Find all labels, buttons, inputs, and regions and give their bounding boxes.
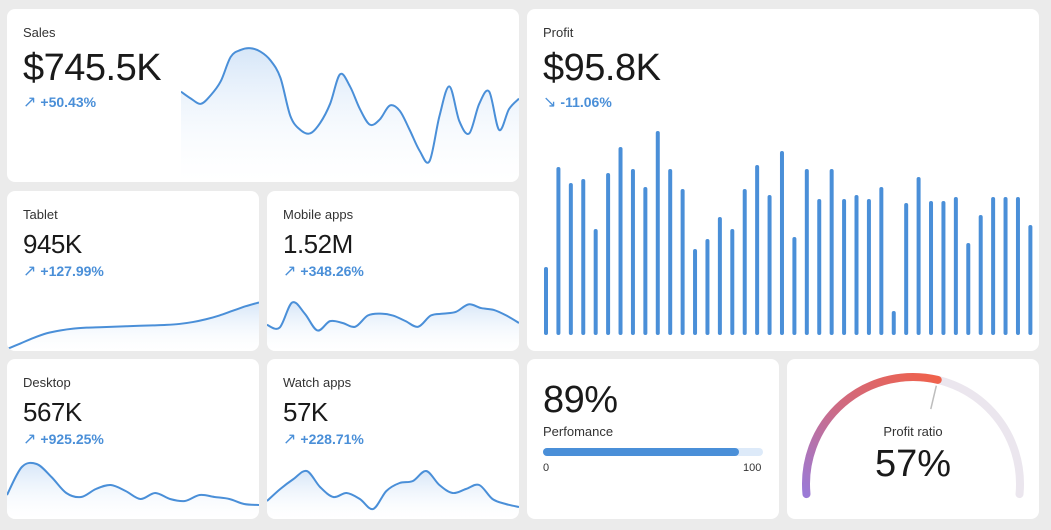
profit-ratio-label: Profit ratio xyxy=(883,424,943,439)
watch-apps-card[interactable]: Watch apps 57K ↗ +228.71% xyxy=(267,359,519,519)
performance-value: 89% xyxy=(543,379,618,421)
trend-down-icon: ↘ xyxy=(543,94,557,111)
performance-card[interactable]: 89% Perfomance 0 100 xyxy=(527,359,779,519)
gauge-fill xyxy=(802,373,942,499)
desktop-title: Desktop xyxy=(23,375,71,390)
profit-card[interactable]: Profit $95.8K ↘ -11.06% xyxy=(527,9,1039,351)
sales-title: Sales xyxy=(23,25,56,40)
desktop-card[interactable]: Desktop 567K ↗ +925.25% xyxy=(7,359,259,519)
series-line xyxy=(267,301,519,332)
performance-progress-bar xyxy=(543,448,763,456)
tablet-card[interactable]: Tablet 945K ↗ +127.99% xyxy=(7,191,259,351)
profit-change: ↘ -11.06% xyxy=(543,94,612,111)
desktop-change: ↗ +925.25% xyxy=(23,431,104,448)
trend-up-icon: ↗ xyxy=(23,431,37,448)
profit-ratio-card[interactable]: Profit ratio 57% xyxy=(787,359,1039,519)
profit-title: Profit xyxy=(543,25,574,40)
profit-value: $95.8K xyxy=(543,47,661,89)
series-line xyxy=(7,301,259,351)
mobile-apps-card[interactable]: Mobile apps 1.52M ↗ +348.26% xyxy=(267,191,519,351)
desktop-value: 567K xyxy=(23,397,82,427)
watch-apps-sparkline xyxy=(267,469,519,519)
sales-sparkline xyxy=(181,47,519,182)
tablet-sparkline xyxy=(7,301,259,351)
tablet-change: ↗ +127.99% xyxy=(23,263,104,280)
mobile-apps-change: ↗ +348.26% xyxy=(283,263,364,280)
watch-apps-title: Watch apps xyxy=(283,375,352,390)
series-area xyxy=(267,470,519,519)
tablet-value: 945K xyxy=(23,229,82,259)
mobile-apps-value: 1.52M xyxy=(283,229,353,259)
performance-min-label: 0 xyxy=(543,462,550,474)
watch-apps-change: ↗ +228.71% xyxy=(283,431,364,448)
performance-max-label: 100 xyxy=(743,462,762,474)
sales-change: ↗ +50.43% xyxy=(23,94,97,111)
gauge-needle xyxy=(930,385,938,410)
profit-ratio-gauge xyxy=(802,373,1024,499)
watch-apps-value: 57K xyxy=(283,397,328,427)
sales-value: $745.5K xyxy=(23,47,162,89)
series-line xyxy=(7,461,259,506)
series-line xyxy=(181,47,519,164)
trend-up-icon: ↗ xyxy=(283,263,297,280)
series-area xyxy=(267,302,519,351)
mobile-apps-sparkline xyxy=(267,301,519,351)
sales-card[interactable]: Sales $745.5K ↗ +50.43% xyxy=(7,9,519,182)
performance-label: Perfomance xyxy=(543,424,614,439)
mobile-apps-title: Mobile apps xyxy=(283,207,354,222)
series-area xyxy=(181,48,519,182)
profit-ratio-value: 57% xyxy=(874,443,952,485)
desktop-sparkline xyxy=(7,461,259,519)
performance-progress-fill xyxy=(543,448,739,456)
trend-up-icon: ↗ xyxy=(23,263,37,280)
tablet-title: Tablet xyxy=(23,207,58,222)
series-area xyxy=(7,462,259,519)
trend-up-icon: ↗ xyxy=(23,94,37,111)
profit-bar-chart xyxy=(544,131,1033,335)
trend-up-icon: ↗ xyxy=(283,431,297,448)
series-line xyxy=(267,469,519,511)
